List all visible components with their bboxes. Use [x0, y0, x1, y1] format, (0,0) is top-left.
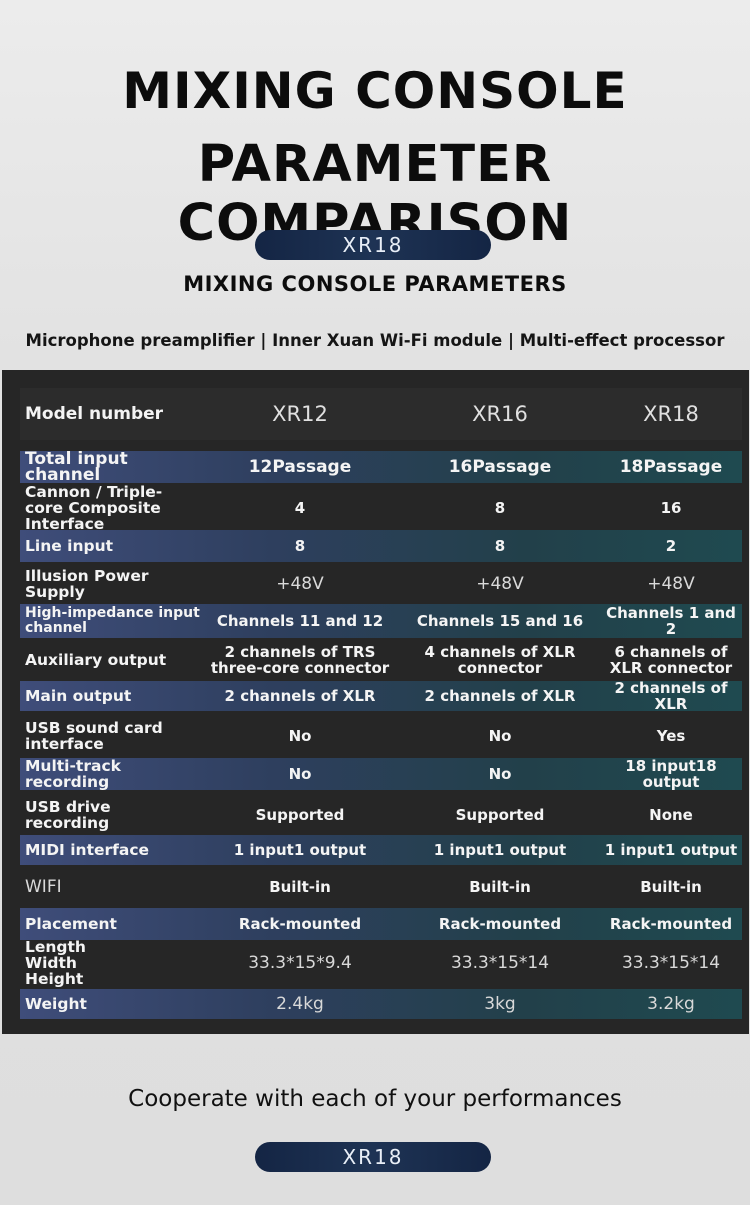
cell: 6 channels of XLR connector — [609, 643, 733, 677]
cell: Built-in — [269, 878, 331, 896]
row-label: Line input — [25, 537, 114, 555]
row-label: Main output — [25, 687, 132, 705]
cell: 33.3*15*14 — [621, 953, 721, 973]
feature-list: Microphone preamplifier | Inner Xuan Wi-… — [25, 331, 725, 350]
model-badge: XR18 — [255, 230, 491, 260]
table-row: Multi-track recording No No 18 input18 o… — [20, 758, 742, 790]
cell: Rack-mounted — [438, 915, 562, 933]
cell: Built-in — [469, 878, 531, 896]
table-header-row: Model number XR12 XR16 XR18 — [20, 388, 742, 440]
footer-model-badge: XR18 — [255, 1142, 491, 1172]
cell: 1 input1 output — [433, 841, 567, 859]
cell: No — [488, 765, 512, 783]
row-label: Multi-track recording — [25, 757, 121, 791]
header-col-xr18: XR18 — [643, 402, 699, 426]
table-row: Placement Rack-mounted Rack-mounted Rack… — [20, 908, 742, 940]
cell: 4 — [294, 499, 306, 517]
cell: 3.2kg — [647, 994, 695, 1014]
table-row: WIFI Built-in Built-in Built-in — [20, 868, 742, 906]
cell: 33.3*15*14 — [450, 953, 550, 973]
row-label: MIDI interface — [25, 841, 150, 859]
cell: No — [488, 727, 512, 745]
table-row: Total input channel 12Passage 16Passage … — [20, 449, 742, 485]
cell: 3kg — [484, 994, 516, 1014]
cell: 1 input1 output — [604, 841, 738, 859]
cell: No — [288, 765, 312, 783]
cell: No — [288, 727, 312, 745]
cell: None — [649, 806, 693, 824]
cell: Supported — [455, 806, 545, 824]
table-row: MIDI interface 1 input1 output 1 input1 … — [20, 835, 742, 865]
section-subtitle: MIXING CONSOLE PARAMETERS — [183, 272, 567, 296]
table-row: Length Width Height 33.3*15*9.4 33.3*15*… — [20, 938, 742, 988]
cell: +48V — [647, 574, 695, 594]
cell: 4 channels of XLR connector — [424, 643, 576, 677]
row-label: Illusion Power Supply — [25, 567, 149, 601]
row-label: Auxiliary output — [25, 651, 167, 669]
row-label: WIFI — [25, 877, 62, 897]
comparison-table: Model number XR12 XR16 XR18 Total input … — [2, 370, 749, 1034]
cell: 2 channels of XLR — [424, 687, 576, 705]
cell: 2 — [665, 537, 677, 555]
cell: Rack-mounted — [238, 915, 362, 933]
cell: 16Passage — [448, 457, 552, 477]
page-title-line2: PARAMETER COMPARISON — [177, 135, 573, 253]
row-label: Total input channel — [25, 449, 128, 485]
row-label: Placement — [25, 915, 117, 933]
cell: 33.3*15*9.4 — [248, 953, 352, 973]
cell: 8 — [494, 537, 506, 555]
cell: 1 input1 output — [233, 841, 367, 859]
page-title-line1: MIXING CONSOLE — [122, 62, 628, 120]
cell: 8 — [294, 537, 306, 555]
table-row: USB drive recording Supported Supported … — [20, 794, 742, 836]
row-label: Weight — [25, 995, 87, 1013]
cell: Supported — [255, 806, 345, 824]
row-label: Cannon / Triple-core Composite Interface — [25, 483, 163, 533]
cell: +48V — [476, 574, 524, 594]
table-row: Illusion Power Supply +48V +48V +48V — [20, 565, 742, 603]
header-label: Model number — [25, 404, 164, 424]
table-row: High-impedance input channel Channels 11… — [20, 604, 742, 638]
row-label: High-impedance input channel — [25, 605, 200, 636]
row-label: USB drive recording — [25, 798, 111, 832]
footer-tagline: Cooperate with each of your performances — [128, 1086, 622, 1112]
table-row: Main output 2 channels of XLR 2 channels… — [20, 679, 742, 713]
table-row: Line input 8 8 2 — [20, 530, 742, 562]
cell: 18Passage — [619, 457, 723, 477]
table-row: Auxiliary output 2 channels of TRS three… — [20, 640, 742, 680]
table-row: Cannon / Triple-core Composite Interface… — [20, 483, 742, 533]
cell: 2.4kg — [276, 994, 324, 1014]
cell: 12Passage — [248, 457, 352, 477]
row-label: Length Width Height — [25, 938, 86, 988]
header-col-xr16: XR16 — [472, 402, 528, 426]
cell: Rack-mounted — [609, 915, 733, 933]
header-col-xr12: XR12 — [272, 402, 328, 426]
table-row: Weight 2.4kg 3kg 3.2kg — [20, 989, 742, 1019]
cell: 2 channels of XLR — [614, 679, 728, 713]
cell: 2 channels of XLR — [224, 687, 376, 705]
cell: Built-in — [640, 878, 702, 896]
cell: 18 input18 output — [625, 757, 717, 791]
cell: 16 — [660, 499, 682, 517]
cell: Channels 11 and 12 — [216, 612, 384, 630]
cell: 2 channels of TRS three-core connector — [210, 643, 390, 677]
row-label: USB sound card interface — [25, 719, 163, 753]
cell: 8 — [494, 499, 506, 517]
cell: +48V — [276, 574, 324, 594]
cell: Channels 1 and 2 — [606, 604, 736, 638]
cell: Yes — [656, 727, 686, 745]
cell: Channels 15 and 16 — [416, 612, 584, 630]
table-row: USB sound card interface No No Yes — [20, 715, 742, 757]
